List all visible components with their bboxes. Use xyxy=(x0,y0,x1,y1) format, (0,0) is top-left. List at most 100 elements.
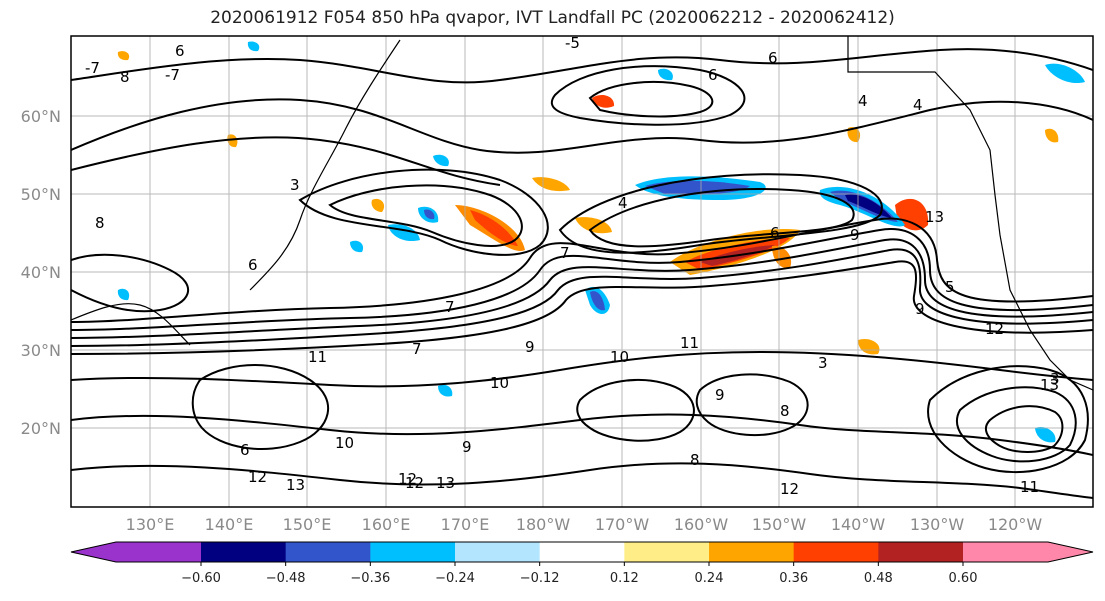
contour-line xyxy=(71,462,1093,499)
contour-label: -7 xyxy=(165,66,180,84)
colorbar: −0.60 −0.48 −0.36 −0.24 −0.12 0.12 0.24 0.36 0.4… xyxy=(70,541,1094,586)
negative-anomaly-patch xyxy=(658,68,673,81)
negative-anomaly-patch xyxy=(438,384,453,397)
contour-line xyxy=(984,405,1064,453)
contour-label: 7 xyxy=(560,244,570,262)
lat-label: 20°N xyxy=(21,419,61,438)
lon-label: 180°W xyxy=(516,515,571,534)
negative-anomaly-patch xyxy=(247,41,260,52)
lat-label: 30°N xyxy=(21,341,61,360)
lon-label: 130°W xyxy=(910,515,965,534)
colorbar-segment xyxy=(539,542,625,562)
contour-line xyxy=(576,379,695,442)
contour-label: 6 xyxy=(240,441,250,459)
positive-anomaly-patch xyxy=(575,217,612,234)
colorbar-segment xyxy=(963,542,1093,562)
contour-label: 13 xyxy=(1040,376,1059,394)
latitude-labels: 60°N 50°N 40°N 30°N 20°N xyxy=(21,107,61,438)
contour-lines xyxy=(71,48,1093,499)
contour-line xyxy=(71,238,1093,339)
colorbar-tick-label: 0.48 xyxy=(864,571,893,586)
contour-label: 7 xyxy=(412,340,422,358)
contour-line xyxy=(71,136,501,186)
lon-label: 140°W xyxy=(831,515,886,534)
contour-label: 12 xyxy=(248,468,267,486)
negative-anomaly-patch xyxy=(117,288,130,301)
contour-label: 7 xyxy=(445,298,455,316)
colorbar-outline xyxy=(70,541,1094,563)
contour-label: 4 xyxy=(913,96,923,114)
contour-labels: -7 8 -7 6 -5 6 6 4 4 4 3 8 7 6 7 9 6 13 … xyxy=(85,34,1060,498)
contour-line xyxy=(588,188,855,248)
contour-line xyxy=(956,386,1077,463)
contour-label: 4 xyxy=(858,92,868,110)
colorbar-tick-label: −0.12 xyxy=(520,571,560,586)
lon-label: 170°E xyxy=(441,515,490,534)
positive-anomaly-patch xyxy=(895,198,929,231)
positive-anomaly-patch xyxy=(592,94,615,108)
contour-label: 6 xyxy=(708,66,718,84)
lat-label: 60°N xyxy=(21,107,61,126)
colorbar-segment xyxy=(71,542,201,562)
negative-anomaly-patch xyxy=(590,291,605,311)
lon-label: 150°W xyxy=(752,515,807,534)
contour-label: 8 xyxy=(690,451,700,469)
lat-label: 40°N xyxy=(21,263,61,282)
lon-label: 160°E xyxy=(362,515,411,534)
graticule xyxy=(71,36,1093,507)
positive-anomaly-patch xyxy=(532,177,570,192)
contour-label: 13 xyxy=(925,208,944,226)
contour-label: 9 xyxy=(850,226,860,244)
contour-label: 8 xyxy=(780,402,790,420)
positive-anomaly-patch xyxy=(858,338,880,355)
contour-line xyxy=(71,217,1093,323)
contour-line xyxy=(328,184,523,247)
contour-line xyxy=(298,168,549,256)
lon-label: 150°E xyxy=(283,515,332,534)
lon-label: 170°W xyxy=(595,515,650,534)
colorbar-tick-label: 0.60 xyxy=(949,571,978,586)
contour-label: 6 xyxy=(175,42,185,60)
colorbar-tick-label: −0.60 xyxy=(181,571,221,586)
colorbar-segment xyxy=(624,542,710,562)
negative-anomaly-patch xyxy=(1035,426,1056,443)
contour-label: -5 xyxy=(565,34,580,52)
colorbar-tick-label: −0.36 xyxy=(350,571,390,586)
contour-line xyxy=(71,248,1093,347)
lon-label: 130°E xyxy=(126,515,175,534)
contour-label: 13 xyxy=(286,476,305,494)
lat-label: 50°N xyxy=(21,185,61,204)
contour-line xyxy=(71,413,1093,456)
contour-line xyxy=(71,48,1093,84)
colorbar-tick-label: 0.36 xyxy=(779,571,808,586)
lon-label: 160°W xyxy=(674,515,729,534)
positive-anomaly-patch xyxy=(470,210,518,246)
colorbar-segment xyxy=(285,542,371,562)
contour-line xyxy=(71,260,1093,355)
positive-anomaly-patch xyxy=(772,245,792,269)
colorbar-segment xyxy=(709,542,795,562)
contour-label: 12 xyxy=(398,470,417,488)
contour-label: 6 xyxy=(768,49,778,67)
contour-label: 3 xyxy=(818,354,828,372)
colorbar-segment xyxy=(455,542,541,562)
contour-label: -7 xyxy=(85,59,100,77)
lon-label: 140°E xyxy=(205,515,254,534)
contour-label: 11 xyxy=(308,348,327,366)
contour-label: 8 xyxy=(120,68,130,86)
contour-line xyxy=(558,173,883,254)
colorbar-tick-label: 0.12 xyxy=(610,571,639,586)
positive-anomaly-patch xyxy=(371,198,385,212)
contour-label: 8 xyxy=(95,214,105,232)
colorbar-segment xyxy=(878,542,964,562)
contour-label: 11 xyxy=(1020,478,1039,496)
contour-label: 4 xyxy=(618,194,628,212)
contour-label: 9 xyxy=(462,438,472,456)
negative-anomaly-patch xyxy=(350,240,364,253)
negative-anomaly-patch xyxy=(424,209,435,220)
contour-label: 13 xyxy=(436,474,455,492)
contour-line xyxy=(927,365,1089,474)
positive-anomaly-patch xyxy=(227,134,238,148)
contour-label: 9 xyxy=(915,300,925,318)
